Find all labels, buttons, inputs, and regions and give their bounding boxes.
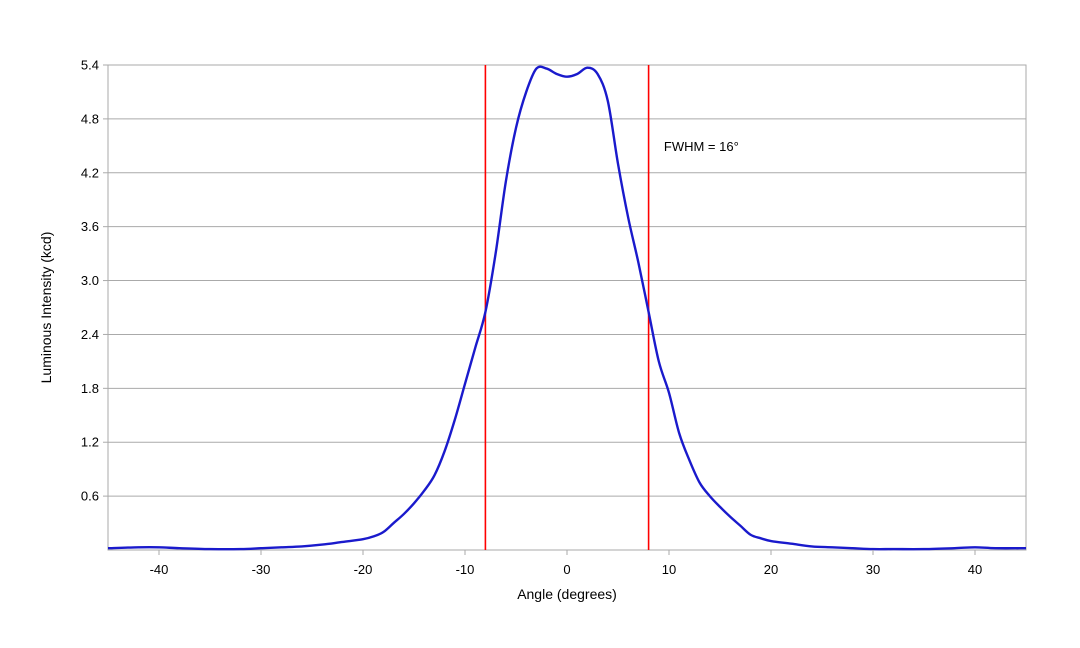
grid-lines: [108, 64, 1026, 497]
y-tick-label: 4.8: [81, 111, 99, 126]
x-axis-ticks: -40 -30 -20 -10 0 10 20 30 40: [150, 550, 982, 577]
x-tick-label: -40: [150, 562, 169, 577]
series-layer: [107, 65, 1027, 551]
x-tick-label: 0: [563, 562, 570, 577]
annotations: FWHM = 16°: [664, 139, 739, 154]
y-tick-label: 5.4: [81, 58, 99, 73]
y-axis-ticks: 0.6 1.2 1.8 2.4 3.0 3.6 4.2 4.8 5.4: [81, 58, 108, 504]
y-tick-label: 1.2: [81, 435, 99, 450]
x-tick-label: -10: [456, 562, 475, 577]
intensity-series-line: [107, 65, 1027, 551]
fwhm-annotation: FWHM = 16°: [664, 139, 739, 154]
x-tick-label: 10: [662, 562, 676, 577]
plot-area-frame: [107, 64, 1027, 551]
x-tick-label: 40: [968, 562, 982, 577]
y-tick-label: 4.2: [81, 165, 99, 180]
y-tick-label: 3.0: [81, 273, 99, 288]
x-tick-label: -20: [354, 562, 373, 577]
x-tick-label: -30: [252, 562, 271, 577]
y-axis-title: Luminous Intensity (kcd): [38, 232, 54, 384]
y-tick-label: 1.8: [81, 381, 99, 396]
y-tick-label: 0.6: [81, 489, 99, 504]
y-tick-label: 3.6: [81, 219, 99, 234]
x-tick-label: 20: [764, 562, 778, 577]
x-tick-label: 30: [866, 562, 880, 577]
y-tick-label: 2.4: [81, 327, 99, 342]
fwhm-markers: [484, 65, 650, 550]
x-axis-title: Angle (degrees): [517, 586, 617, 602]
